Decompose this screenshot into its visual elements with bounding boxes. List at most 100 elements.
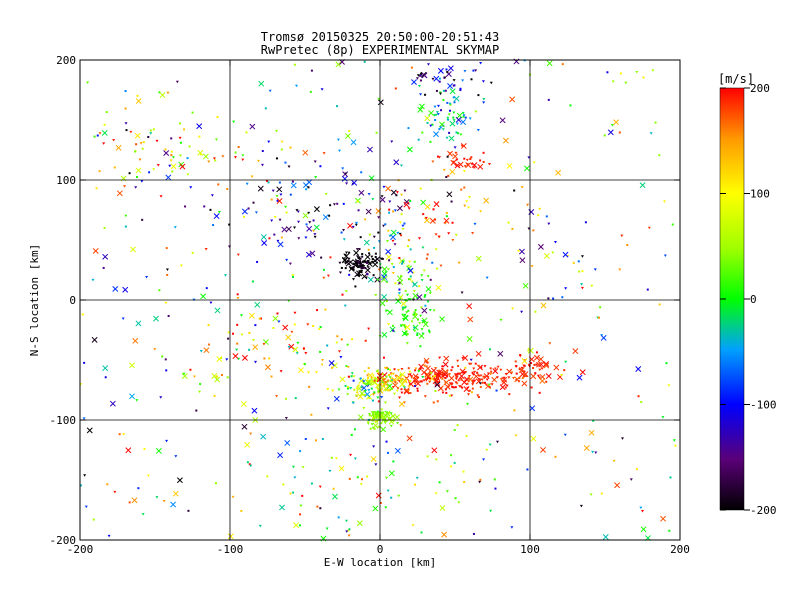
data-point-tri — [465, 200, 469, 203]
data-point-tri — [406, 389, 410, 393]
data-point-dot — [364, 261, 367, 264]
data-point-cross — [447, 65, 454, 72]
data-point-dot — [166, 273, 169, 276]
data-point-tri — [490, 383, 494, 386]
data-point-dot — [445, 391, 448, 394]
data-point-tri — [362, 380, 366, 383]
data-point-tri — [349, 453, 353, 457]
data-point-dot — [451, 382, 454, 385]
data-point-dot — [514, 360, 517, 363]
data-point-tri — [393, 243, 397, 246]
data-point-tri — [83, 474, 87, 477]
data-point-cross — [413, 376, 420, 383]
data-point-cross — [302, 212, 309, 219]
data-point-cross — [506, 162, 513, 169]
data-point-cross — [438, 369, 445, 376]
data-point-tri — [467, 393, 471, 396]
data-point-cross — [129, 362, 135, 369]
data-point-dot — [532, 229, 535, 232]
data-point-tri — [414, 367, 418, 370]
data-point-cross — [448, 375, 455, 382]
data-point-dot — [436, 400, 439, 403]
data-point-cross — [483, 197, 490, 204]
data-point-cross — [418, 363, 425, 370]
data-point-dot — [170, 154, 173, 157]
data-point-dot — [414, 369, 417, 372]
data-point-cross — [389, 326, 396, 333]
data-point-dot — [413, 260, 416, 263]
data-point-tri — [192, 375, 196, 379]
y-tick-label: 0 — [69, 294, 76, 307]
data-point-dot — [385, 375, 388, 378]
data-point-dot — [362, 266, 365, 269]
data-point-cross — [412, 313, 419, 320]
data-point-dot — [438, 77, 441, 80]
data-point-dot — [199, 153, 202, 156]
data-point-dot — [267, 181, 270, 184]
data-point-tri — [334, 457, 338, 460]
data-point-tri — [548, 342, 552, 345]
data-point-cross — [313, 224, 320, 231]
data-point-tri — [366, 380, 370, 383]
data-point-tri — [415, 332, 419, 335]
data-point-dot — [380, 373, 383, 376]
data-point-dot — [426, 455, 429, 458]
data-point-tri — [437, 235, 441, 239]
data-point-dot — [428, 329, 431, 332]
data-point-tri — [482, 101, 486, 104]
data-point-dot — [477, 396, 480, 399]
data-point-dot — [356, 391, 359, 394]
data-point-dot — [214, 482, 217, 485]
data-point-dot — [254, 324, 257, 327]
data-point-tri — [380, 385, 384, 388]
data-point-cross — [227, 533, 234, 540]
data-point-cross — [381, 274, 387, 280]
data-point-cross — [449, 120, 456, 127]
data-point-cross — [404, 324, 411, 331]
data-point-tri — [426, 63, 430, 66]
data-point-dot — [263, 357, 266, 360]
data-point-tri — [419, 93, 423, 96]
data-point-tri — [162, 499, 166, 503]
data-point-dot — [205, 287, 208, 290]
data-point-tri — [313, 233, 317, 236]
data-point-cross — [398, 401, 405, 407]
data-point-tri — [325, 527, 329, 531]
data-point-dot — [398, 282, 401, 285]
data-point-tri — [362, 407, 366, 410]
data-point-cross — [211, 373, 218, 379]
data-point-tri — [663, 254, 667, 257]
data-point-tri — [297, 220, 301, 224]
data-point-tri — [271, 189, 275, 193]
data-point-tri — [455, 158, 459, 162]
data-point-dot — [495, 389, 498, 392]
data-point-dot — [436, 155, 439, 158]
data-point-dot — [525, 375, 528, 378]
data-point-dot — [640, 401, 643, 404]
data-point-cross — [365, 208, 372, 215]
data-point-dot — [307, 186, 310, 189]
data-point-cross — [421, 317, 428, 324]
data-point-cross — [131, 497, 138, 504]
data-point-dot — [319, 350, 322, 353]
data-point-dot — [312, 219, 315, 222]
data-point-tri — [288, 262, 292, 266]
data-point-dot — [511, 227, 514, 230]
data-point-cross — [539, 377, 546, 384]
data-point-cross — [213, 213, 220, 220]
data-point-tri — [401, 313, 405, 317]
data-point-tri — [338, 261, 342, 265]
data-point-tri — [275, 194, 279, 198]
data-point-dot — [463, 157, 466, 160]
data-point-cross — [521, 358, 528, 364]
data-point-cross — [432, 378, 439, 385]
data-point-dot — [352, 268, 355, 271]
data-point-dot — [336, 105, 339, 108]
data-point-dot — [450, 200, 453, 203]
data-point-tri — [510, 371, 514, 374]
data-point-dot — [637, 395, 640, 398]
data-point-dot — [212, 223, 215, 226]
data-point-tri — [532, 161, 536, 164]
data-point-dot — [178, 122, 181, 125]
data-point-dot — [518, 368, 521, 371]
